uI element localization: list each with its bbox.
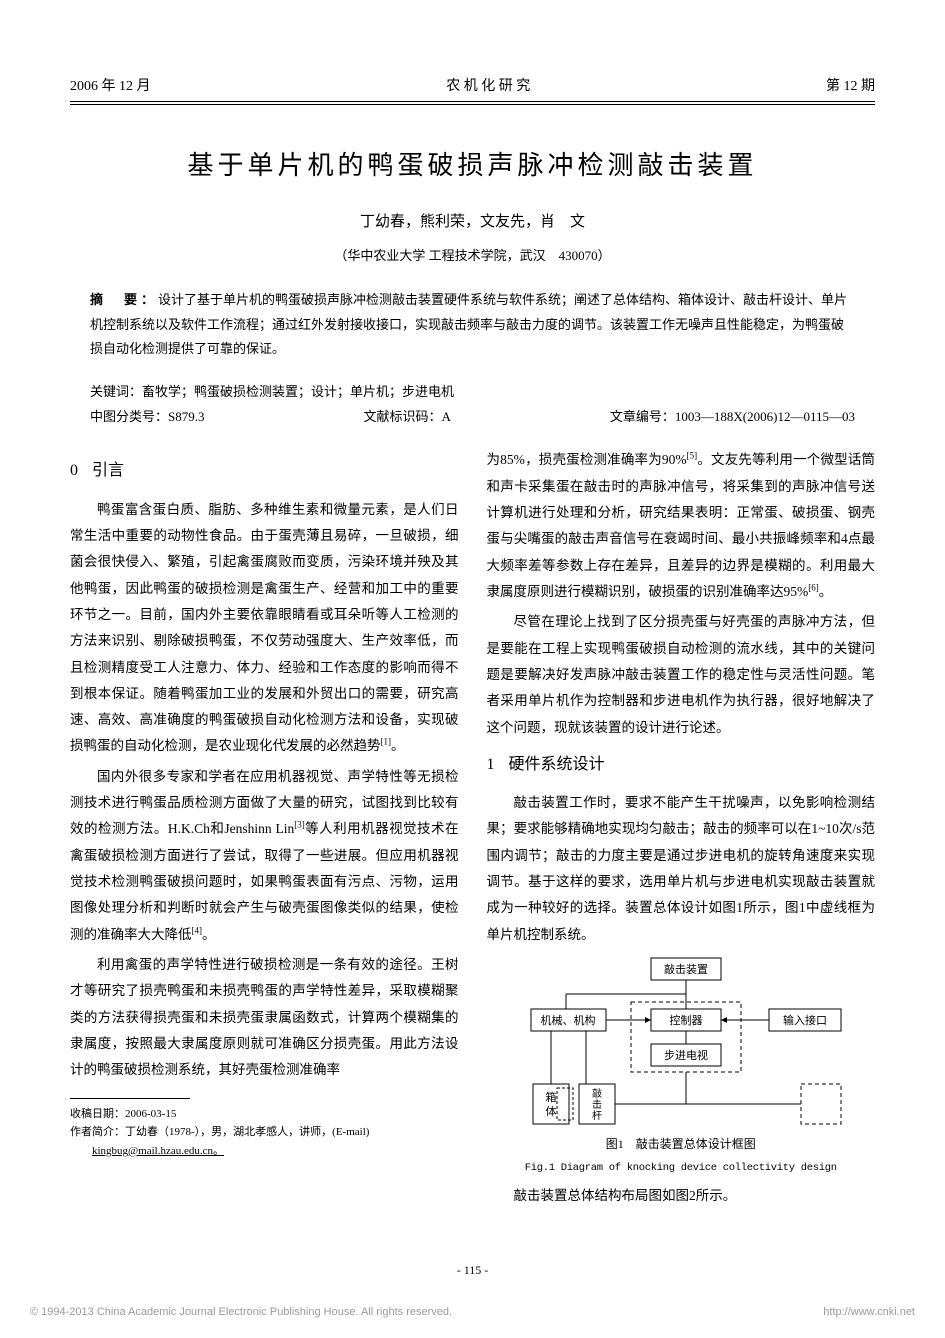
svg-text:控制器: 控制器 (669, 1013, 702, 1027)
figure-1-caption-cn: 图1 敲击装置总体设计框图 (487, 1133, 876, 1156)
intro-para-3: 利用禽蛋的声学特性进行破损检测是一条有效的途径。王树才等研究了损壳鸭蛋和未损壳鸭… (70, 952, 459, 1084)
keywords: 关键词：畜牧学；鸭蛋破损检测装置；设计；单片机；步进电机 (90, 380, 855, 405)
footnote-author: 作者简介：丁幼春（1978-），男，湖北孝感人，讲师，(E-mail) king… (70, 1123, 459, 1160)
section-1-title: 硬件系统设计 (509, 756, 605, 773)
right-para-1: 为85%，损壳蛋检测准确率为90%[5]。文友先等利用一个微型话筒和声卡采集蛋在… (487, 447, 876, 605)
keywords-label: 关键词： (90, 384, 142, 399)
copyright-text: © 1994-2013 China Academic Journal Elect… (30, 1306, 452, 1318)
affiliation: （华中农业大学 工程技术学院，武汉 430070） (70, 245, 875, 264)
figure-1-caption-en: Fig.1 Diagram of knocking device collect… (487, 1158, 876, 1178)
section-0-heading: 0 引言 (70, 455, 459, 486)
copyright-url: http://www.cnki.net (823, 1306, 915, 1318)
svg-text:敲: 敲 (592, 1087, 602, 1100)
abstract: 摘 要：设计了基于单片机的鸭蛋破损声脉冲检测敲击装置硬件系统与软件系统；阐述了总… (90, 288, 855, 362)
article-no: 文章编号：1003—188X(2006)12—0115—03 (610, 405, 855, 430)
svg-text:击: 击 (592, 1099, 602, 1111)
svg-text:箱: 箱 (545, 1090, 556, 1104)
figure-1: 敲击装置 机械、机构 控制器 步进电视 (487, 954, 876, 1209)
header-rule (70, 104, 875, 105)
svg-text:机械、机构: 机械、机构 (540, 1013, 595, 1027)
classification-line: 中图分类号：S879.3 文献标识码：A 文章编号：1003—188X(2006… (90, 405, 855, 430)
clc: 中图分类号：S879.3 (90, 405, 205, 430)
section-1-num: 1 (487, 756, 495, 773)
keywords-text: 畜牧学；鸭蛋破损检测装置；设计；单片机；步进电机 (142, 384, 454, 399)
body-columns: 0 引言 鸭蛋富含蛋白质、脂肪、多种维生素和微量元素，是人们日常生活中重要的动物性… (70, 447, 875, 1209)
abstract-label: 摘 要： (90, 292, 158, 307)
svg-text:杆: 杆 (592, 1110, 602, 1122)
figure-1-diagram: 敲击装置 机械、机构 控制器 步进电视 (501, 954, 861, 1129)
paper-title: 基于单片机的鸭蛋破损声脉冲检测敲击装置 (70, 145, 875, 182)
footnote-received: 收稿日期：2006-03-15 (70, 1105, 459, 1124)
section-1-heading: 1 硬件系统设计 (487, 749, 876, 780)
author-email-link[interactable]: kingbug@mail.hzau.edu.cn。 (92, 1145, 224, 1157)
abstract-text: 设计了基于单片机的鸭蛋破损声脉冲检测敲击装置硬件系统与软件系统；阐述了总体结构、… (90, 292, 847, 356)
right-column: 为85%，损壳蛋检测准确率为90%[5]。文友先等利用一个微型话筒和声卡采集蛋在… (487, 447, 876, 1209)
authors: 丁幼春，熊利荣，文友先，肖 文 (70, 210, 875, 231)
svg-text:输入接口: 输入接口 (783, 1013, 827, 1027)
copyright-footer: © 1994-2013 China Academic Journal Elect… (30, 1306, 915, 1318)
page-number: - 115 - (0, 1263, 945, 1278)
header-right: 第 12 期 (826, 75, 875, 95)
left-column: 0 引言 鸭蛋富含蛋白质、脂肪、多种维生素和微量元素，是人们日常生活中重要的动物性… (70, 447, 459, 1209)
footnote-rule (70, 1098, 190, 1099)
header-left: 2006 年 12 月 (70, 75, 151, 95)
right-para-2: 尽管在理论上找到了区分损壳蛋与好壳蛋的声脉冲方法，但是要能在工程上实现鸭蛋破损自… (487, 609, 876, 741)
running-header: 2006 年 12 月 农 机 化 研 究 第 12 期 (70, 75, 875, 102)
svg-text:步进电视: 步进电视 (664, 1048, 708, 1062)
intro-para-1: 鸭蛋富含蛋白质、脂肪、多种维生素和微量元素，是人们日常生活中重要的动物性食品。由… (70, 497, 459, 760)
svg-text:敲击装置: 敲击装置 (664, 962, 708, 976)
doc-code: 文献标识码：A (364, 405, 451, 430)
hardware-para-1: 敲击装置工作时，要求不能产生干扰噪声，以免影响检测结果；要求能够精确地实现均匀敲… (487, 790, 876, 948)
section-0-num: 0 (70, 462, 78, 479)
section-0-title: 引言 (92, 462, 124, 479)
intro-para-2: 国内外很多专家和学者在应用机器视觉、声学特性等无损检测技术进行鸭蛋品质检测方面做… (70, 764, 459, 948)
svg-text:体: 体 (545, 1104, 556, 1118)
header-center: 农 机 化 研 究 (446, 75, 530, 95)
figure-1-follow-text: 敲击装置总体结构布局图如图2所示。 (487, 1183, 876, 1209)
